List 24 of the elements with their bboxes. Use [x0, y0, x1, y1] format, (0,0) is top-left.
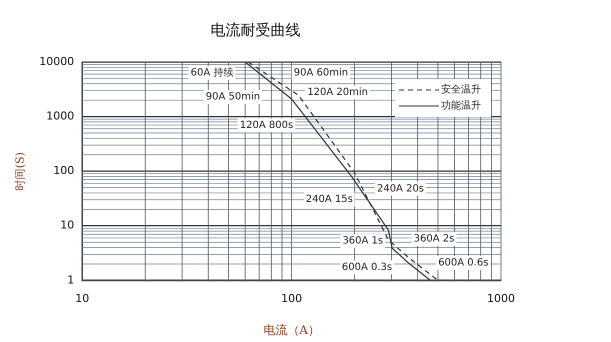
x-tick-label: 100: [281, 292, 302, 305]
y-tick-label: 100: [53, 164, 74, 178]
x-axis-title: 电流（A）: [263, 322, 320, 337]
annotation: 600A 0.3s: [342, 262, 392, 273]
x-tick-label: 1000: [487, 292, 515, 305]
annotation: 120A 20min: [307, 87, 368, 98]
y-tick-label: 10000: [39, 54, 74, 68]
annotation: 360A 1s: [342, 236, 384, 247]
annotation: 360A 2s: [414, 234, 454, 244]
y-tick-label: 10: [60, 218, 74, 232]
annotation: 240A 20s: [376, 183, 424, 194]
legend-label: 功能温升: [441, 100, 481, 112]
chart-title: 电流耐受曲线: [210, 20, 300, 39]
y-axis-title: 时间(S): [13, 152, 26, 190]
annotation: 60A 持续: [190, 66, 234, 79]
annotation: 600A 0.6s: [438, 258, 488, 269]
annotation: 90A 60min: [294, 68, 348, 79]
y-tick-label: 1: [67, 273, 74, 286]
annotation: 240A 15s: [306, 194, 353, 206]
x-tick-label: 10: [75, 292, 90, 305]
y-tick-label: 1000: [46, 109, 74, 122]
annotation: 120A 800s: [240, 120, 294, 131]
annotation: 90A 50min: [206, 92, 260, 103]
legend-label: 安全温升: [441, 84, 481, 96]
